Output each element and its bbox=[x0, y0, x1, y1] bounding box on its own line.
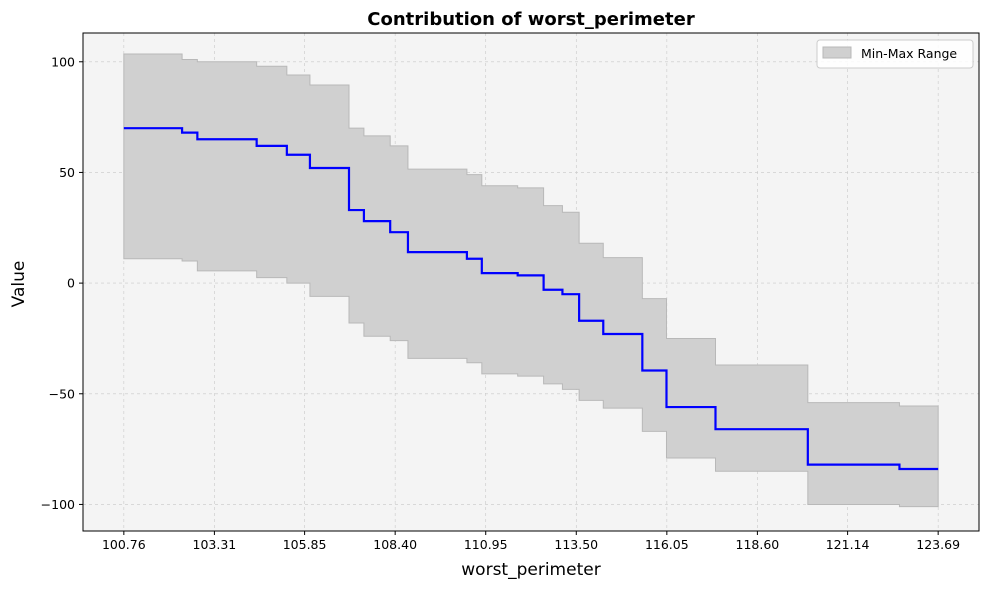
y-axis-label: Value bbox=[9, 261, 29, 308]
y-tick-label: −100 bbox=[41, 497, 75, 512]
legend-swatch-min-max-range bbox=[822, 46, 852, 59]
x-axis-label: worst_perimeter bbox=[461, 560, 600, 580]
x-tick-label: 100.76 bbox=[102, 537, 146, 552]
x-tick-label: 116.05 bbox=[645, 537, 689, 552]
y-tick-label: 0 bbox=[67, 276, 75, 291]
x-tick-label: 110.95 bbox=[464, 537, 508, 552]
y-tick-label: 50 bbox=[59, 165, 75, 180]
plot-frame bbox=[82, 32, 980, 532]
y-tick-label: −50 bbox=[49, 386, 75, 401]
x-tick-label: 113.50 bbox=[554, 537, 598, 552]
y-tick-label: 100 bbox=[51, 54, 75, 69]
x-tick-label: 118.60 bbox=[736, 537, 780, 552]
contribution-step-line bbox=[123, 127, 939, 471]
legend-label-min-max-range: Min-Max Range bbox=[861, 46, 957, 61]
x-tick-label: 121.14 bbox=[826, 537, 870, 552]
legend-box bbox=[816, 39, 974, 69]
x-tick-label: 123.69 bbox=[916, 537, 960, 552]
axis-ticks: 100.76 103.31 105.85 108.40 110.95 113.50 116.… bbox=[41, 54, 960, 552]
x-tick-label: 103.31 bbox=[193, 537, 237, 552]
contribution-line-layer bbox=[123, 127, 939, 471]
x-tick-label: 105.85 bbox=[283, 537, 327, 552]
x-tick-label: 108.40 bbox=[373, 537, 417, 552]
chart-title: Contribution of worst_perimeter bbox=[367, 9, 695, 30]
legend: Min-Max Range bbox=[816, 39, 974, 69]
